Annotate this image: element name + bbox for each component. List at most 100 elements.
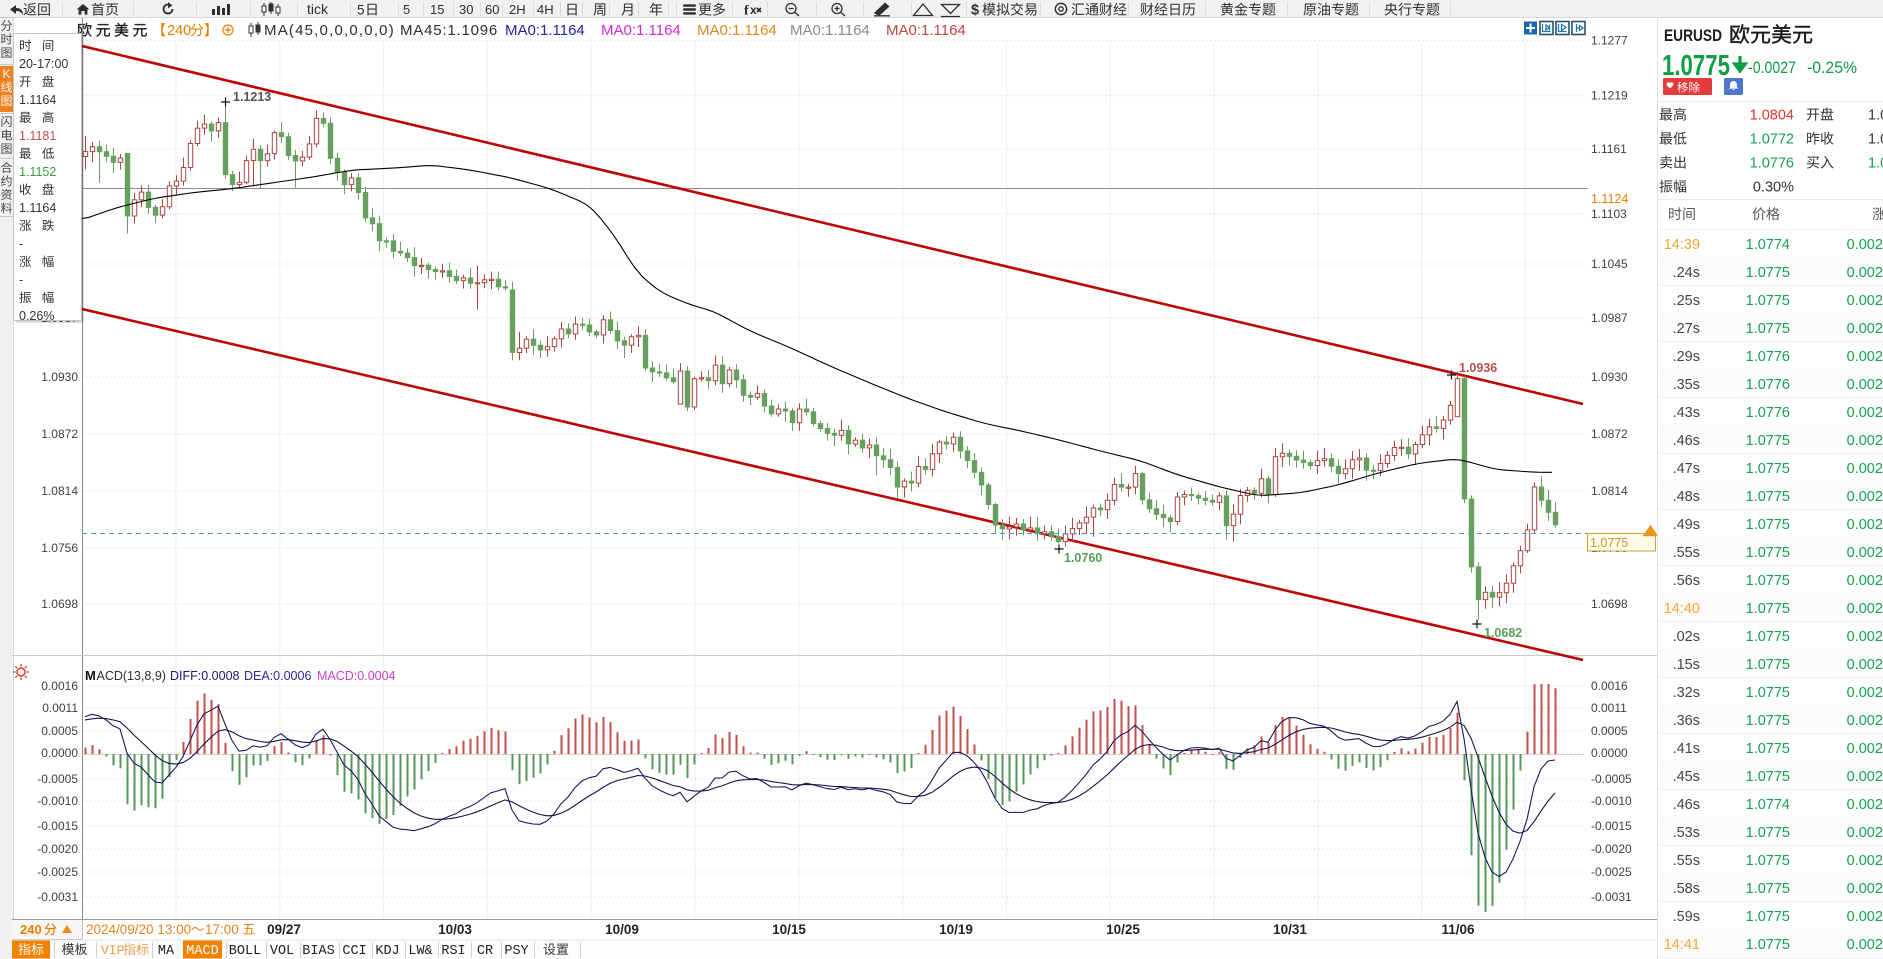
svg-text:.48s: .48s [1673, 489, 1700, 505]
svg-text:1.0775: 1.0775 [1746, 601, 1790, 617]
svg-text:.45s: .45s [1673, 769, 1700, 785]
svg-text:1.0775: 1.0775 [1746, 321, 1790, 337]
svg-text:$: $ [971, 3, 979, 19]
svg-text:1.0930: 1.0930 [41, 370, 78, 384]
svg-text:0.0005: 0.0005 [1591, 724, 1628, 738]
svg-text:60: 60 [485, 2, 499, 17]
svg-text:CR: CR [477, 944, 493, 959]
svg-text:1.0775: 1.0775 [1746, 825, 1790, 841]
svg-text:2H: 2H [509, 2, 526, 17]
svg-text:0.0000: 0.0000 [41, 746, 78, 760]
svg-text:0.30%: 0.30% [1753, 180, 1794, 196]
svg-text:MA0:1.1164: MA0:1.1164 [886, 22, 966, 39]
svg-text:.24s: .24s [1673, 265, 1700, 281]
svg-text:0.0027: 0.0027 [1847, 825, 1883, 841]
svg-text:.25s: .25s [1673, 293, 1700, 309]
svg-text:1.0774: 1.0774 [1746, 797, 1790, 813]
svg-text:1.0775: 1.0775 [1746, 909, 1790, 925]
svg-text:09/27: 09/27 [267, 922, 301, 937]
svg-text:1.1045: 1.1045 [1591, 257, 1628, 271]
svg-text:MA0:1.1164: MA0:1.1164 [697, 22, 777, 39]
svg-text:MA(45,0,0,0,0,0): MA(45,0,0,0,0,0) [264, 22, 395, 39]
svg-text:0.0005: 0.0005 [41, 724, 78, 738]
svg-text:1.0775: 1.0775 [1746, 937, 1790, 953]
svg-text:M: M [85, 668, 96, 683]
svg-text:BOLL: BOLL [229, 944, 261, 959]
svg-text:1.0930: 1.0930 [1591, 370, 1628, 384]
svg-text:MA0:1.1164: MA0:1.1164 [601, 22, 681, 39]
svg-text:0.0027: 0.0027 [1847, 713, 1883, 729]
svg-text:0.0027: 0.0027 [1847, 461, 1883, 477]
svg-text:1.0775: 1.0775 [1746, 517, 1790, 533]
svg-text:1.0936: 1.0936 [1459, 361, 1497, 375]
svg-text:1.0775: 1.0775 [1746, 713, 1790, 729]
svg-text:240: 240 [20, 922, 42, 937]
svg-text:1.0775: 1.0775 [1746, 545, 1790, 561]
svg-text:MACD:0.0004: MACD:0.0004 [317, 669, 396, 683]
svg-text:.47s: .47s [1673, 461, 1700, 477]
svg-text:14:40: 14:40 [1664, 601, 1700, 617]
svg-text:.46s: .46s [1673, 433, 1700, 449]
svg-text:0.0027: 0.0027 [1847, 657, 1883, 673]
svg-text:-0.25%: -0.25% [1807, 59, 1857, 77]
svg-text:ACD(13,8,9): ACD(13,8,9) [97, 669, 166, 683]
svg-text:10/19: 10/19 [939, 922, 973, 937]
svg-text:1.0775: 1.0775 [1746, 433, 1790, 449]
svg-text:10/31: 10/31 [1273, 922, 1307, 937]
svg-text:1.0772: 1.0772 [1750, 132, 1794, 148]
svg-text:11/06: 11/06 [1441, 922, 1475, 937]
svg-text:DEA:0.0006: DEA:0.0006 [244, 669, 311, 683]
svg-text:.15s: .15s [1673, 657, 1700, 673]
svg-text:.46s: .46s [1673, 797, 1700, 813]
svg-text:1.0775: 1.0775 [1746, 265, 1790, 281]
svg-text:1.0698: 1.0698 [1591, 597, 1628, 611]
svg-text:RSI: RSI [441, 944, 465, 959]
svg-text:-: - [19, 237, 23, 251]
svg-text:-0.0025: -0.0025 [37, 865, 78, 879]
svg-text:1.08: 1.08 [1868, 132, 1883, 148]
svg-text:VIP: VIP [101, 943, 125, 958]
svg-text:0.0024: 0.0024 [1847, 797, 1883, 813]
svg-text:0.0027: 0.0027 [1847, 741, 1883, 757]
svg-text:0.0027: 0.0027 [1847, 629, 1883, 645]
svg-text:1.0775: 1.0775 [1662, 50, 1730, 82]
svg-text:1.0776: 1.0776 [1746, 349, 1790, 365]
svg-text:1.0682: 1.0682 [1484, 626, 1522, 640]
svg-text:1.0775: 1.0775 [1746, 769, 1790, 785]
svg-text:0.0026: 0.0026 [1847, 237, 1883, 253]
svg-text:30: 30 [459, 2, 473, 17]
svg-text:-0.0005: -0.0005 [37, 772, 78, 786]
svg-text:0.0000: 0.0000 [1591, 746, 1628, 760]
svg-text:14:39: 14:39 [1664, 237, 1700, 253]
svg-text:1.1277: 1.1277 [1591, 34, 1628, 48]
svg-text:1.1161: 1.1161 [1591, 142, 1627, 156]
svg-text:VOL: VOL [270, 944, 294, 959]
svg-text:-0.0027: -0.0027 [1748, 59, 1796, 77]
svg-text:10/09: 10/09 [605, 922, 639, 937]
svg-text:BIAS: BIAS [302, 944, 334, 959]
svg-text:0.0027: 0.0027 [1847, 265, 1883, 281]
svg-text:DIFF:0.0008: DIFF:0.0008 [170, 669, 240, 683]
svg-text:15: 15 [430, 2, 444, 17]
svg-text:.43s: .43s [1673, 405, 1700, 421]
svg-text:20-17:00: 20-17:00 [19, 57, 68, 71]
svg-text:.02s: .02s [1673, 629, 1700, 645]
svg-text:0.0027: 0.0027 [1847, 881, 1883, 897]
svg-text:MA0:1.1164: MA0:1.1164 [505, 22, 585, 39]
svg-text:-: - [19, 273, 23, 287]
svg-text:.27s: .27s [1673, 321, 1700, 337]
svg-text:0.0011: 0.0011 [42, 701, 78, 715]
svg-text:-0.0031: -0.0031 [37, 890, 78, 904]
svg-text:-0.0010: -0.0010 [1591, 794, 1632, 808]
svg-text:0.0027: 0.0027 [1847, 685, 1883, 701]
svg-text:1.0775: 1.0775 [1746, 685, 1790, 701]
svg-text:.55s: .55s [1673, 545, 1700, 561]
svg-text:1.0775: 1.0775 [1746, 657, 1790, 673]
svg-text:.36s: .36s [1673, 713, 1700, 729]
svg-text:1.0756: 1.0756 [41, 541, 78, 555]
svg-text:1.0775: 1.0775 [1746, 741, 1790, 757]
svg-text:17:00: 17:00 [205, 922, 239, 937]
svg-text:1.0775: 1.0775 [1746, 489, 1790, 505]
svg-text:14:41: 14:41 [1664, 937, 1700, 953]
svg-text:1.08: 1.08 [1868, 108, 1883, 124]
